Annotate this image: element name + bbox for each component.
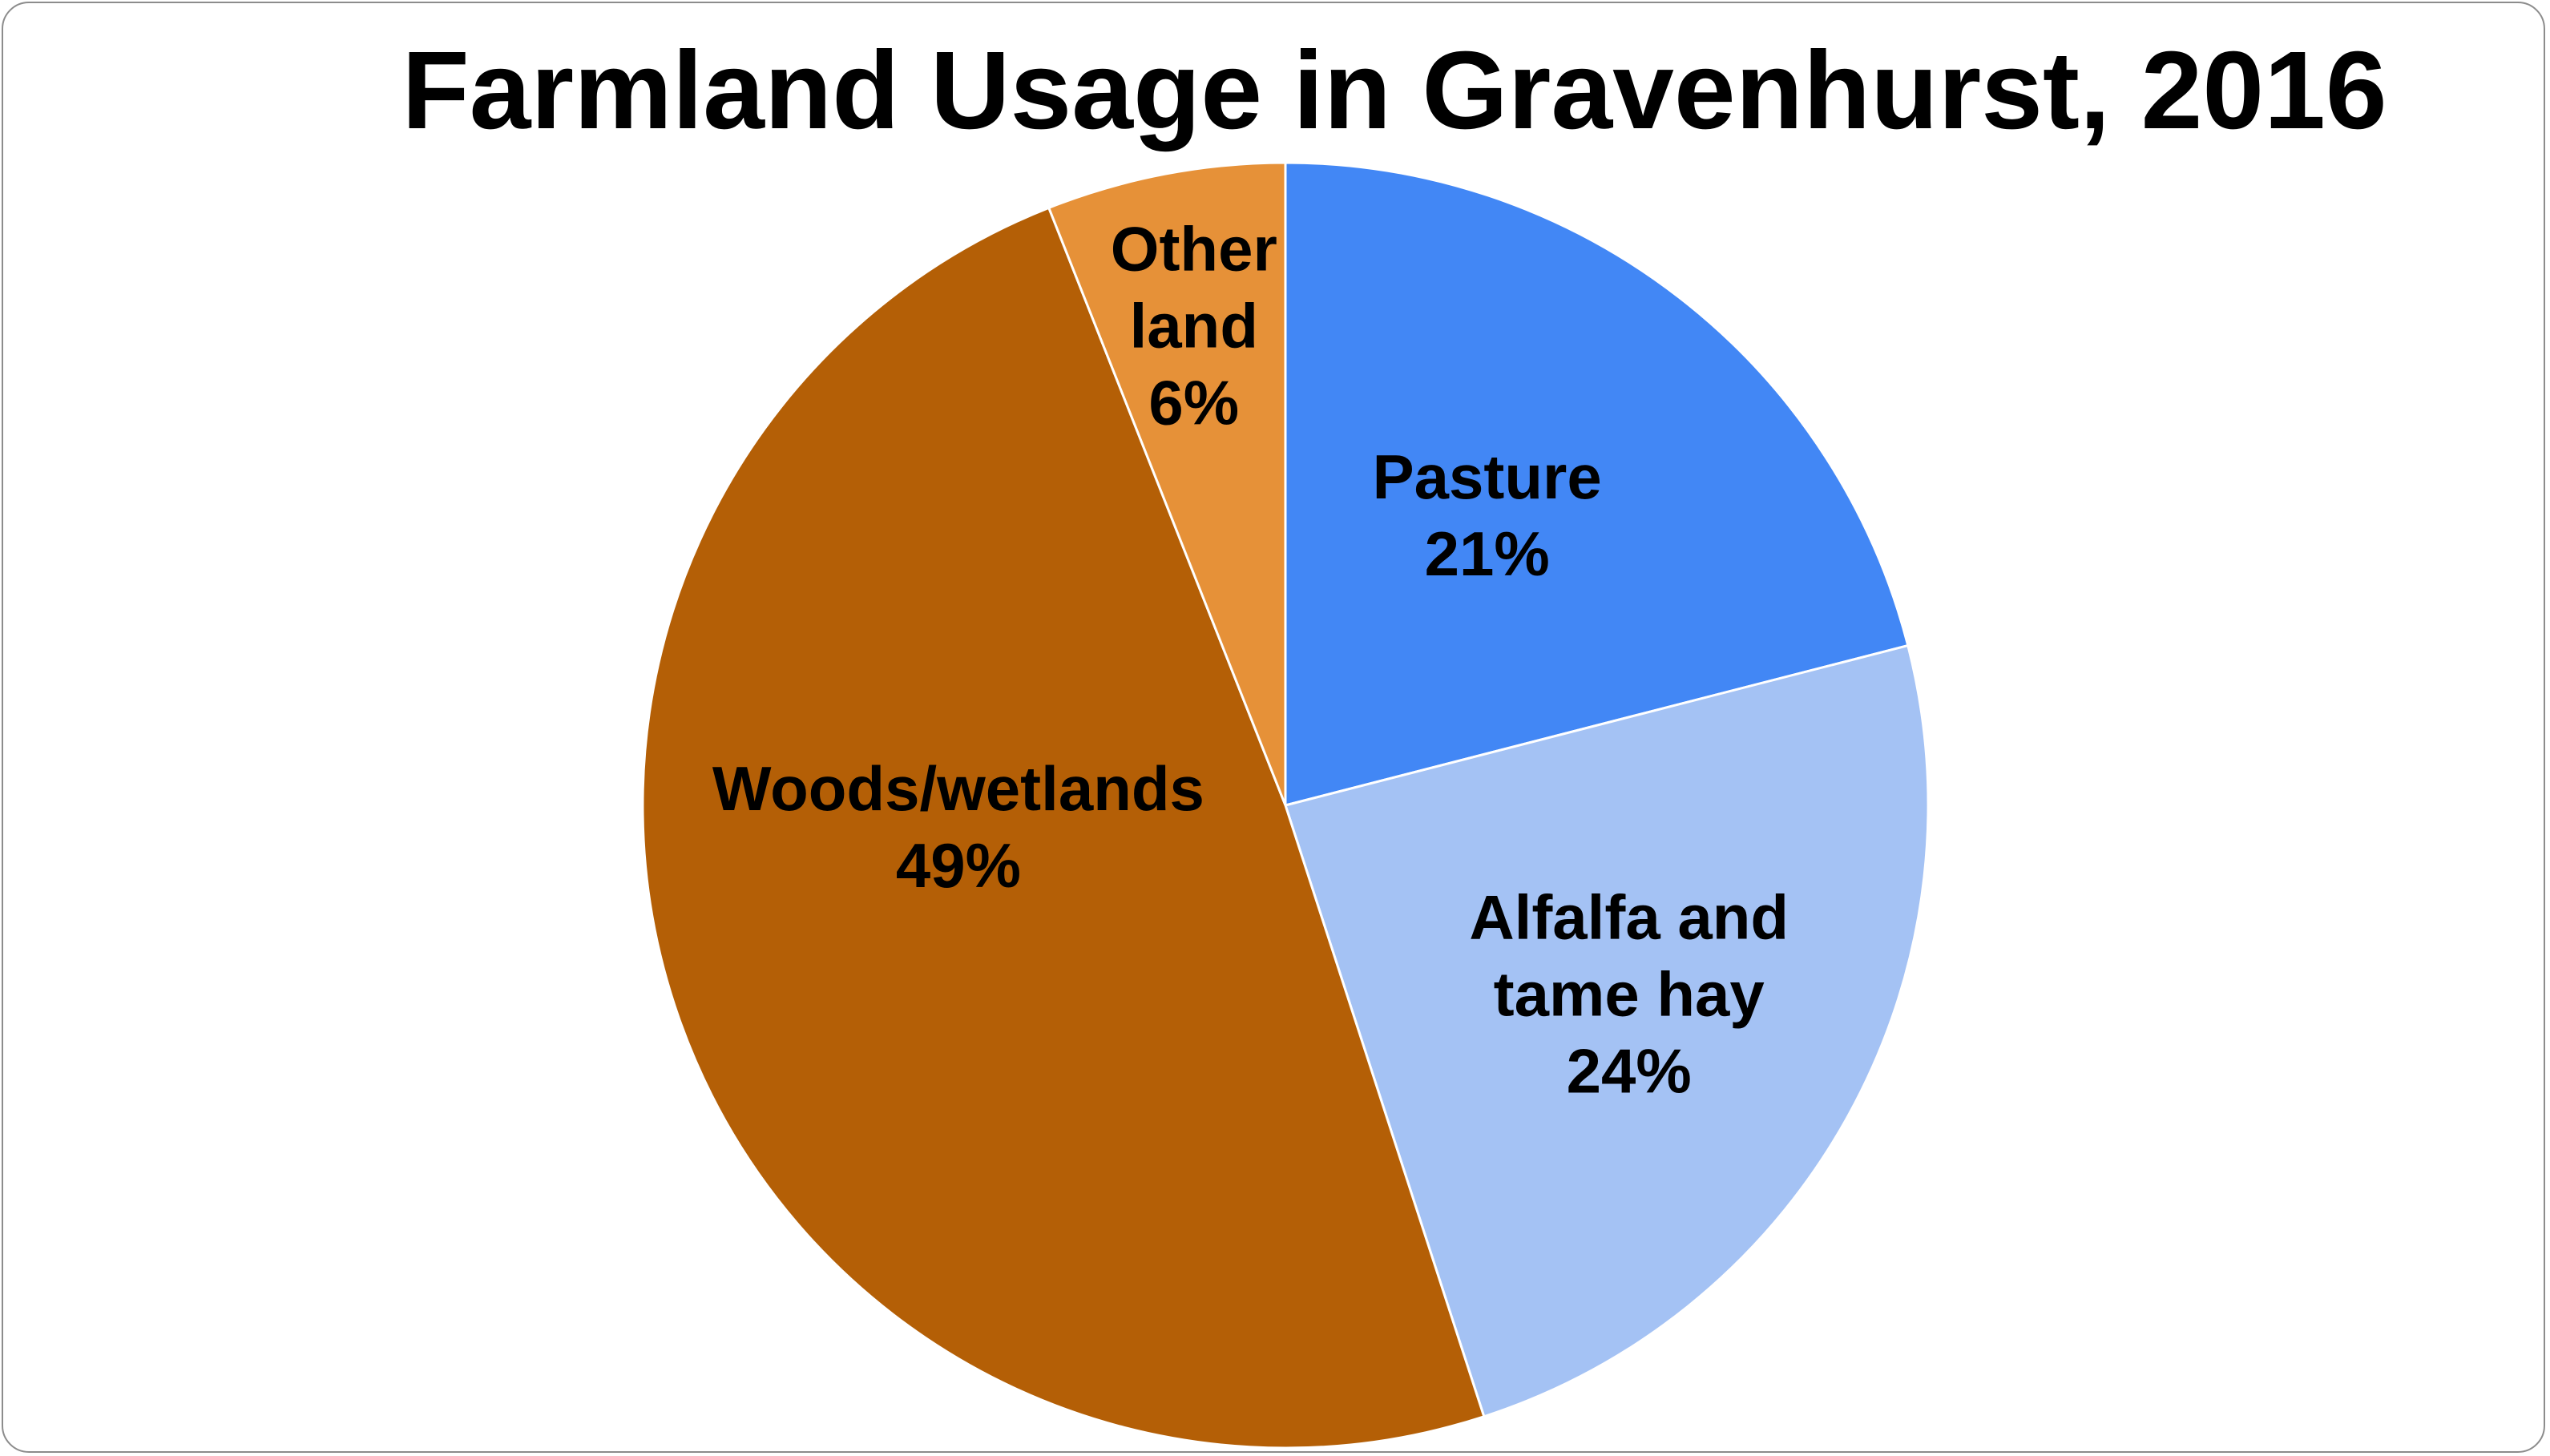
slice-percent-label: 6%: [1148, 367, 1239, 438]
slice-category-label: Woods/wetlands: [712, 753, 1204, 824]
pie-slice-2: [641, 206, 1486, 1450]
pie-slice-label-0: Pasture 21%: [1373, 442, 1602, 589]
pie-slice-3: [1047, 161, 1287, 806]
slice-category-label: Pasture: [1373, 442, 1602, 512]
slice-category-label: tame hay: [1494, 959, 1765, 1030]
slice-category-label: land: [1130, 290, 1258, 361]
pie-slice-1: [1284, 643, 1930, 1418]
slice-percent-label: 21%: [1425, 518, 1550, 589]
pie-slice-0: [1284, 161, 1910, 807]
chart-title: Farmland Usage in Gravenhurst, 2016: [401, 29, 2387, 152]
slice-percent-label: 49%: [896, 830, 1021, 901]
pie-slice-label-3: Other land 6%: [1111, 213, 1277, 438]
slice-category-label: Alfalfa and: [1469, 882, 1789, 953]
pie-slice-label-1: Alfalfa and tame hay 24%: [1469, 882, 1789, 1107]
slice-percent-label: 24%: [1567, 1036, 1692, 1107]
pie-slices: [641, 161, 1930, 1450]
slice-category-label: Other: [1111, 213, 1277, 284]
pie-slice-label-2: Woods/wetlands 49%: [712, 753, 1204, 901]
pie-labels: Pasture 21% Alfalfa and tame hay 24% Woods/we…: [712, 213, 1789, 1106]
